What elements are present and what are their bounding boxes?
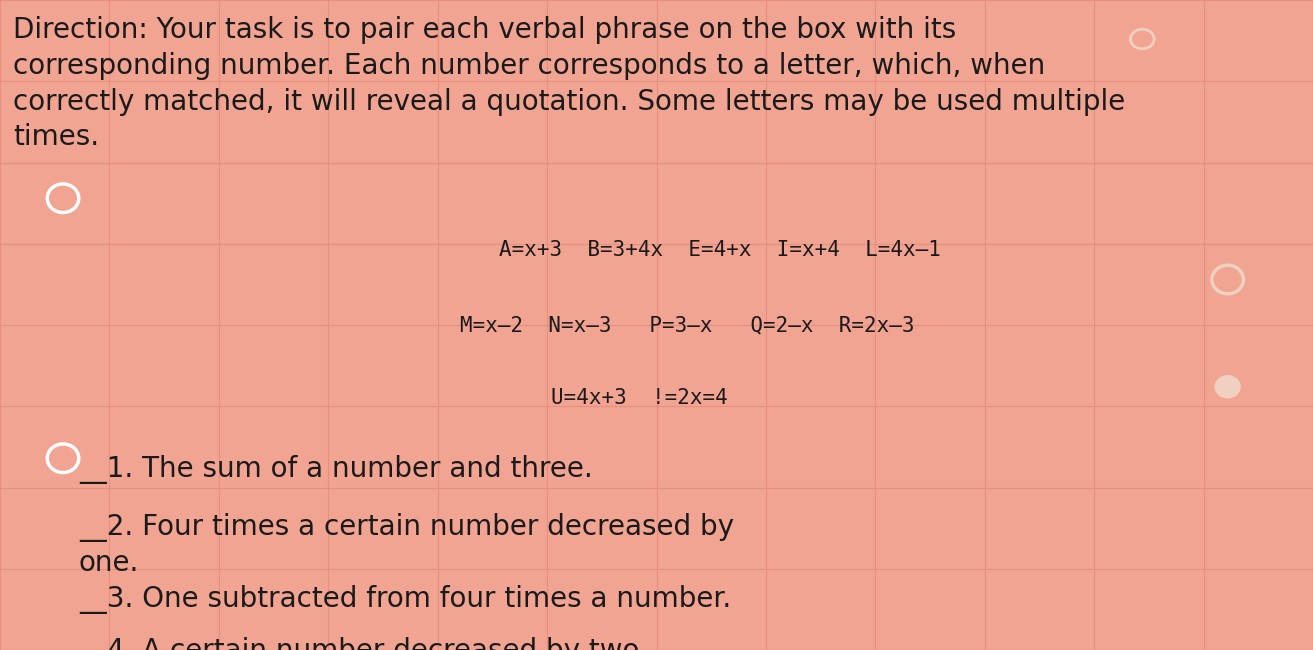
Text: U=4x+3  !=2x=4: U=4x+3 !=2x=4 — [551, 388, 729, 408]
Text: M=x–2  N=x–3   P=3–x   Q=2–x  R=2x–3: M=x–2 N=x–3 P=3–x Q=2–x R=2x–3 — [460, 315, 914, 335]
Text: __3. One subtracted from four times a number.: __3. One subtracted from four times a nu… — [79, 585, 731, 614]
Text: Direction: Your task is to pair each verbal phrase on the box with its
correspon: Direction: Your task is to pair each ver… — [13, 16, 1125, 151]
Text: __1. The sum of a number and three.: __1. The sum of a number and three. — [79, 455, 592, 484]
Text: A=x+3  B=3+4x  E=4+x  I=x+4  L=4x–1: A=x+3 B=3+4x E=4+x I=x+4 L=4x–1 — [499, 240, 941, 260]
Text: __2. Four times a certain number decreased by
one.: __2. Four times a certain number decreas… — [79, 514, 734, 577]
Ellipse shape — [1215, 375, 1241, 398]
Text: __4. A certain number decreased by two.: __4. A certain number decreased by two. — [79, 637, 647, 650]
